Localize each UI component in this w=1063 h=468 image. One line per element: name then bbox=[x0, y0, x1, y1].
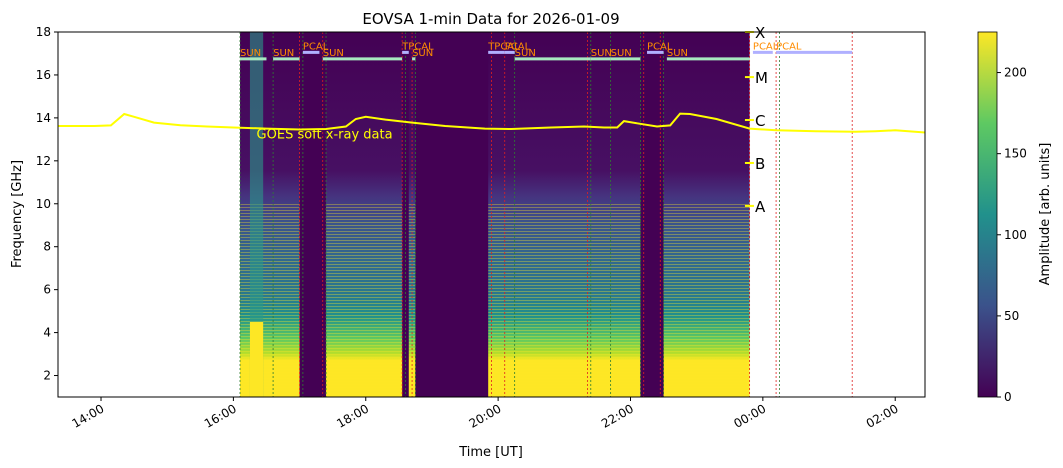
x-tick-label: 02:00 bbox=[864, 401, 901, 430]
colorbar-tick-label: 50 bbox=[1004, 309, 1019, 323]
y-tick-label: 10 bbox=[36, 197, 51, 211]
plot-frame bbox=[57, 31, 926, 398]
class-label: M bbox=[755, 69, 768, 87]
scan-label: SUN bbox=[667, 48, 688, 59]
y-axis: 2 4 6 8 10 12 14 16 18 bbox=[36, 25, 58, 383]
scan-label: SUN bbox=[273, 48, 294, 59]
x-axis-label: Time [UT] bbox=[458, 445, 523, 460]
scan-label: TPCAL bbox=[487, 41, 520, 52]
y-tick-label: 2 bbox=[43, 369, 51, 383]
y-tick-label: 12 bbox=[36, 154, 51, 168]
scan-label: SUN bbox=[240, 48, 261, 59]
colorbar-tick-label: 150 bbox=[1004, 147, 1027, 161]
scan-label: PCAL bbox=[647, 41, 673, 52]
x-tick-label: 16:00 bbox=[202, 401, 239, 430]
class-label: A bbox=[755, 198, 766, 216]
y-tick-label: 8 bbox=[43, 240, 51, 254]
x-tick-label: 22:00 bbox=[599, 401, 636, 430]
colorbar bbox=[977, 31, 998, 398]
scan-label: SUN bbox=[591, 48, 612, 59]
class-label: C bbox=[755, 112, 765, 130]
chart-title: EOVSA 1-min Data for 2026-01-09 bbox=[362, 10, 619, 28]
y-tick-label: 4 bbox=[43, 326, 51, 340]
colorbar-label: Amplitude [arb. units] bbox=[1038, 143, 1053, 286]
colorbar-tick-label: 100 bbox=[1004, 228, 1027, 242]
y-tick-label: 6 bbox=[43, 283, 51, 297]
scan-label: TPCAL bbox=[401, 41, 434, 52]
scan-label: PCAL bbox=[753, 41, 779, 52]
data-gap bbox=[299, 32, 327, 397]
scan-boundary-lines bbox=[239, 32, 853, 397]
y-tick-label: 18 bbox=[36, 25, 51, 39]
x-axis: 14:00 16:00 18:00 20:00 22:00 00:00 02:00 bbox=[70, 397, 901, 431]
goes-label: GOES soft x-ray data bbox=[257, 127, 393, 142]
scan-label: SUN bbox=[323, 48, 344, 59]
x-tick-label: 20:00 bbox=[467, 401, 504, 430]
scan-label: SUN bbox=[412, 48, 433, 59]
y-tick-label: 16 bbox=[36, 68, 51, 82]
scan-label: SUN bbox=[611, 48, 632, 59]
colorbar-axis: 0 50 100 150 200 bbox=[997, 66, 1027, 404]
y-axis-label: Frequency [GHz] bbox=[10, 160, 25, 268]
y-tick-label: 14 bbox=[36, 111, 51, 125]
colorbar-tick-label: 200 bbox=[1004, 66, 1027, 80]
data-gap bbox=[640, 32, 664, 397]
spectrogram bbox=[240, 32, 750, 397]
goes-curve: GOES soft x-ray data bbox=[58, 112, 925, 142]
x-tick-label: 00:00 bbox=[731, 401, 768, 430]
x-tick-label: 14:00 bbox=[70, 401, 107, 430]
goes-xray-line bbox=[58, 112, 925, 134]
scan-label: PCAL bbox=[303, 41, 329, 52]
scan-label: PCAL bbox=[505, 41, 531, 52]
bright-column-low bbox=[249, 321, 264, 397]
colorbar-tick-label: 0 bbox=[1004, 390, 1012, 404]
data-gap bbox=[402, 32, 409, 397]
bright-column bbox=[249, 32, 264, 397]
data-gap bbox=[415, 32, 489, 397]
class-label: B bbox=[755, 155, 765, 173]
class-label: X bbox=[755, 24, 765, 42]
scan-label: SUN bbox=[515, 48, 536, 59]
x-tick-label: 18:00 bbox=[334, 401, 371, 430]
scan-label: PCAL bbox=[776, 41, 802, 52]
